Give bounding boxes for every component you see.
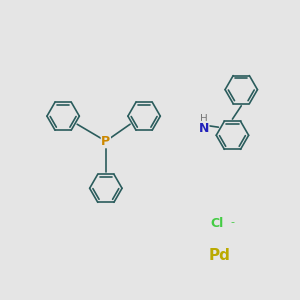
Text: Pd: Pd [208,248,230,263]
Text: N: N [199,122,209,135]
Text: P: P [101,135,110,148]
Text: H: H [200,114,208,124]
Text: -: - [230,217,234,227]
Text: Cl: Cl [210,217,224,230]
